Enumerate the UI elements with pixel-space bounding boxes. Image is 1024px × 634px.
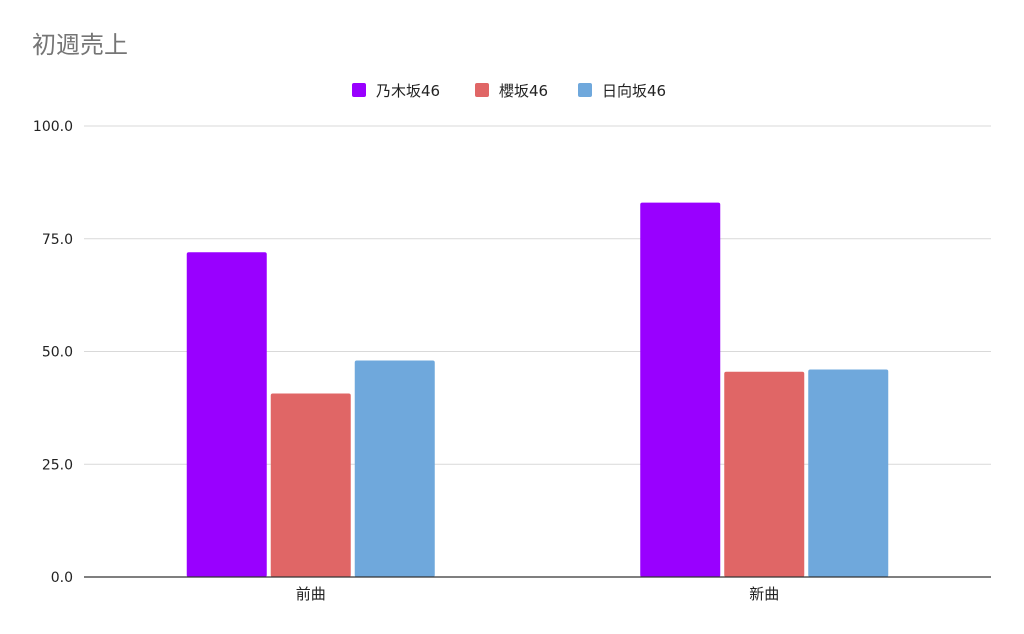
y-axis-ticks: 0.0 25.0 50.0 75.0 100.0 — [33, 119, 73, 586]
bar — [808, 369, 889, 577]
x-category-label: 前曲 — [296, 585, 326, 603]
bars — [186, 202, 889, 578]
bar — [354, 360, 435, 577]
bar — [640, 202, 721, 578]
bar — [724, 371, 805, 577]
chart-title: 初週売上 — [32, 31, 128, 59]
bar — [186, 252, 267, 577]
y-tick-label: 25.0 — [42, 457, 73, 473]
legend: 乃木坂46 櫻坂46 日向坂46 — [352, 82, 666, 100]
legend-label-hinatazaka: 日向坂46 — [602, 82, 666, 100]
y-tick-label: 0.0 — [51, 570, 73, 586]
x-axis-categories: 前曲 新曲 — [296, 585, 780, 603]
legend-swatch-hinatazaka — [578, 83, 592, 97]
y-tick-label: 100.0 — [33, 119, 73, 135]
y-tick-label: 50.0 — [42, 345, 73, 361]
legend-swatch-nogizaka — [352, 83, 366, 97]
legend-label-sakurazaka: 櫻坂46 — [499, 82, 548, 100]
legend-label-nogizaka: 乃木坂46 — [376, 82, 440, 100]
bar — [270, 393, 351, 577]
x-category-label: 新曲 — [749, 585, 779, 603]
legend-swatch-sakurazaka — [475, 83, 489, 97]
y-tick-label: 75.0 — [42, 232, 73, 248]
